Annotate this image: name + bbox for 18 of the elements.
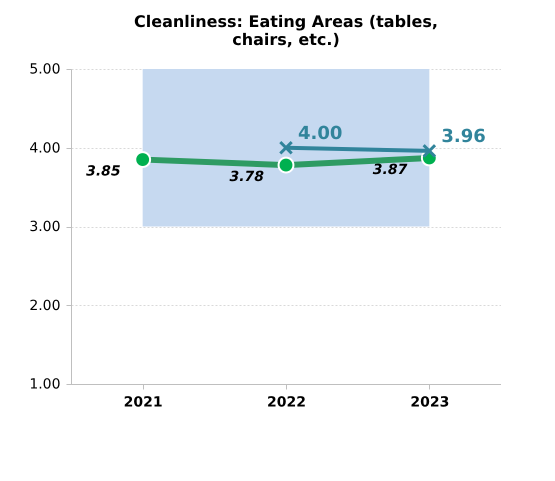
y-tick-label: 2.00 [29,298,60,314]
x-tick-label: 2021 [124,394,163,410]
y-tick-label: 3.00 [29,219,60,235]
data-label: 3.85 [86,164,121,180]
point [278,140,294,155]
point [134,151,152,168]
data-label: 3.96 [441,126,486,147]
data-label: 3.78 [229,169,264,186]
y-tick-label: 5.00 [29,62,60,78]
data-label: 4.00 [298,122,342,144]
y-tick-label: 1.00 [29,376,60,392]
x-tick-label: 2022 [267,394,306,410]
x-tick-label: 2023 [410,394,450,410]
data-label: 3.87 [372,162,408,178]
point [422,144,437,158]
chart-title: Cleanliness: Eating Areas (tables, chairs, etc.) [134,12,438,49]
point [278,156,294,174]
y-tick-label: 4.00 [29,140,60,156]
